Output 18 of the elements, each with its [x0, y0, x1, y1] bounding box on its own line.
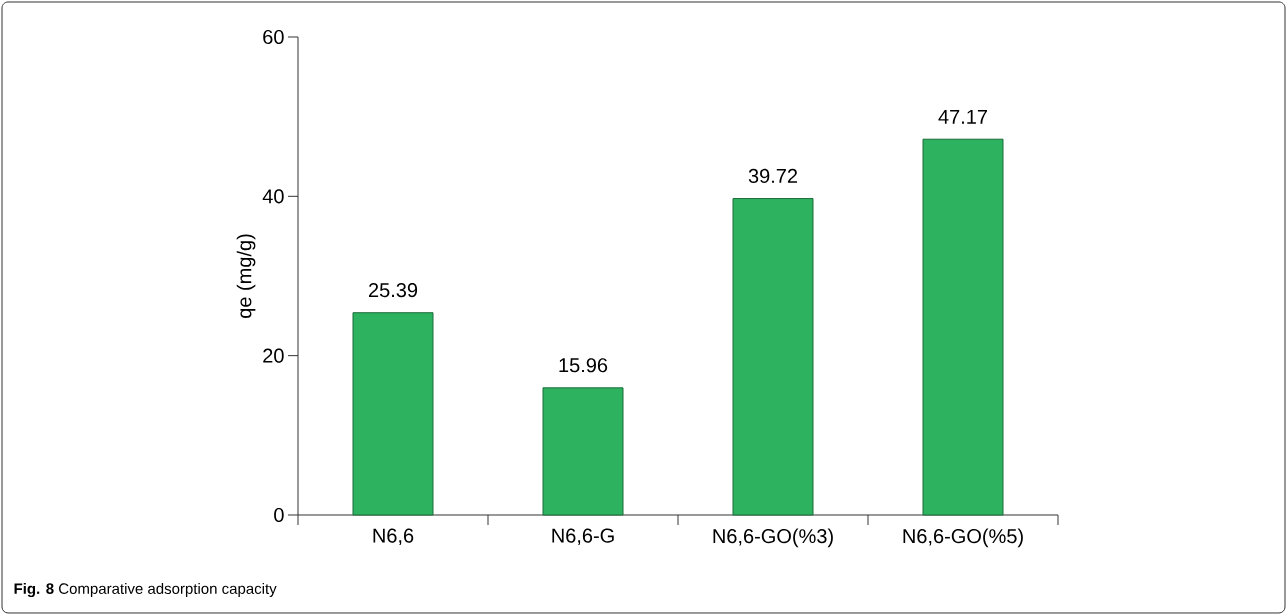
y-tick-label: 60 [263, 29, 284, 45]
bar [922, 138, 1004, 516]
data-label: 25.39 [368, 283, 418, 298]
bar [732, 198, 814, 516]
x-tick-label: N6,6 [373, 528, 414, 546]
y-tick-label: 20 [263, 348, 284, 363]
bar [352, 312, 434, 516]
data-label: 15.96 [559, 358, 608, 373]
data-label: 39.72 [748, 168, 798, 184]
data-label: 47.17 [938, 109, 988, 124]
y-axis-title: qe (mg/g) [236, 234, 256, 318]
x-tick-label: N6,6-GO(%5) [903, 528, 1023, 548]
x-tick-label: N6,6-G [552, 528, 614, 546]
y-tick-label: 40 [262, 189, 284, 204]
bar [542, 387, 624, 516]
text: Fig. 8 Comparative adsorption capacity [14, 582, 277, 598]
x-tick-label: N6,6-GO(%3) [713, 528, 833, 548]
y-tick-label: 0 [274, 507, 284, 523]
